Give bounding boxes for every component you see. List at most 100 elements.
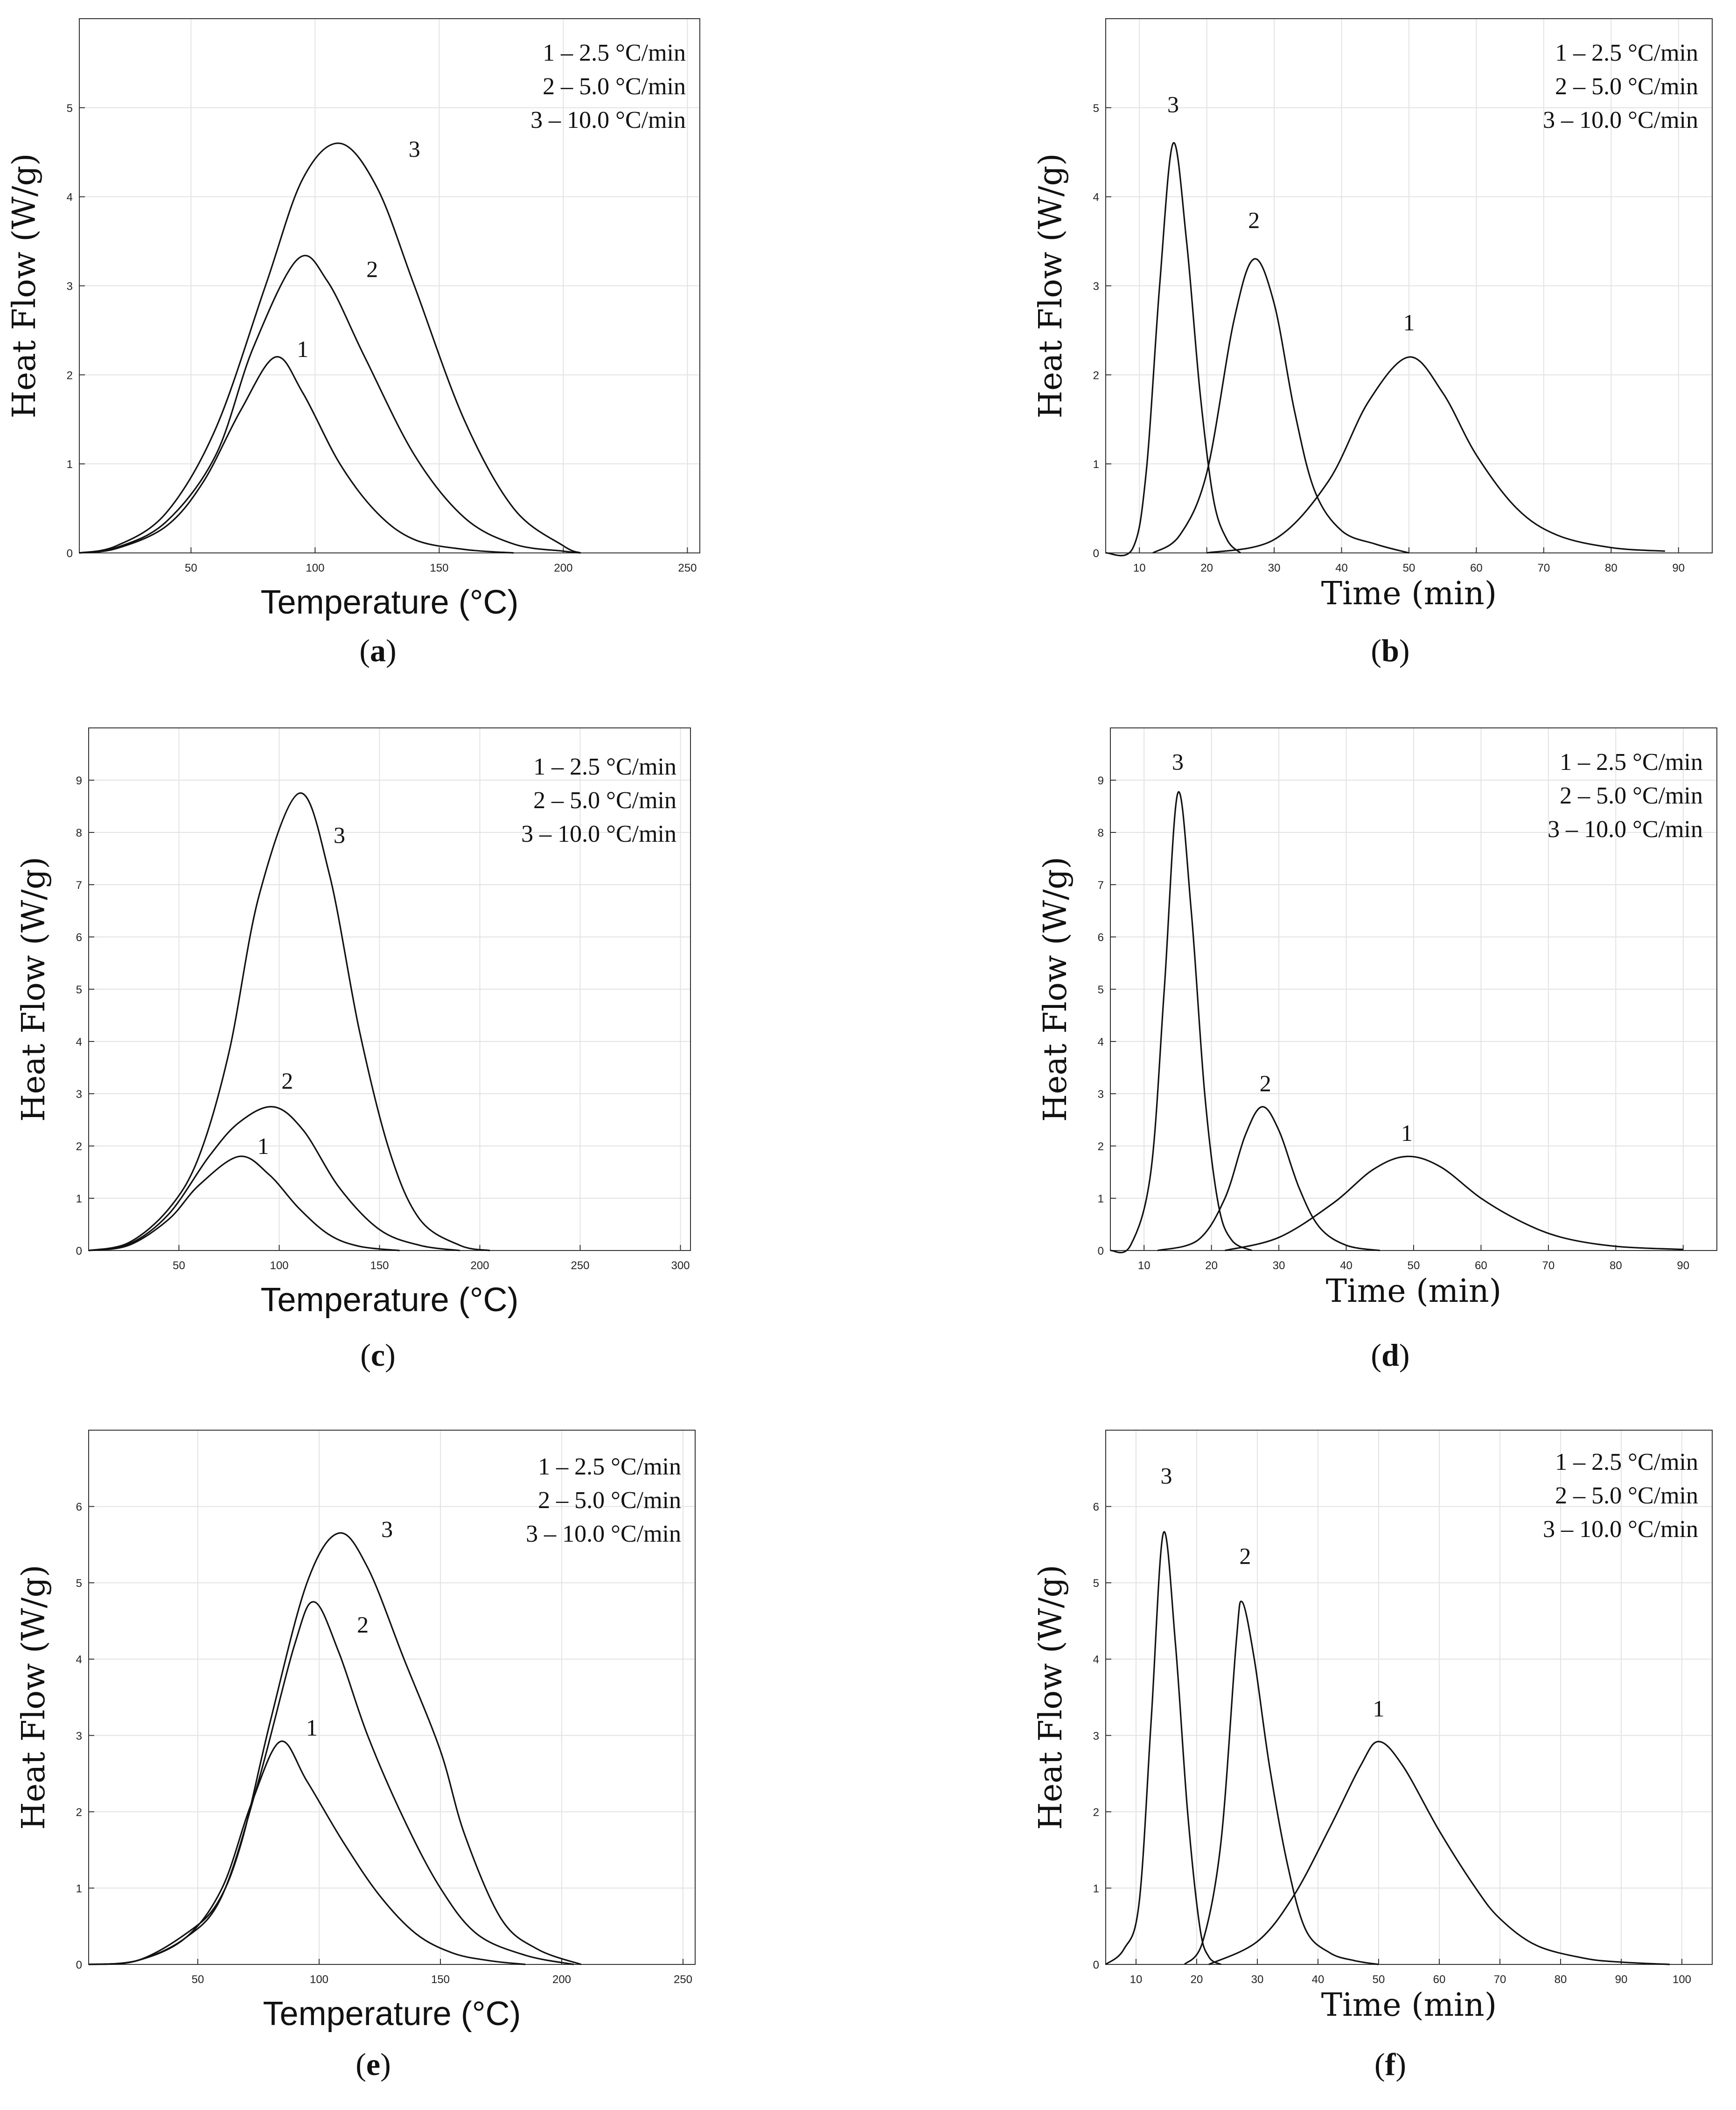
y-tick-label: 6 [76,1501,82,1514]
series-label-1: 1 [1373,1695,1385,1721]
y-axis-label: Heat Flow (W/g) [15,1565,52,1830]
chart-c: 50 100 150 200 250 300 0 1 2 3 4 5 6 7 8 9 Temperature (… [15,727,691,1319]
x-tick-label: 30 [1251,1973,1264,1986]
series-line-2 [88,1601,574,1965]
x-tick-label: 250 [678,562,697,574]
x-tick-label: 50 [173,1259,185,1272]
x-tick-label: 10 [1138,1259,1150,1272]
legend-entry: 1 – 2.5 °C/min [1555,1449,1698,1475]
y-tick-label: 5 [1098,984,1104,996]
legend-entry: 2 – 5.0 °C/min [1560,783,1703,809]
series-line-1 [88,1740,526,1965]
legend-entry: 2 – 5.0 °C/min [1555,1482,1698,1509]
y-tick-label: 5 [1093,102,1099,115]
series-label-1: 1 [297,336,308,362]
y-tick-label: 3 [76,1088,82,1101]
legend-entry: 1 – 2.5 °C/min [1560,749,1703,776]
y-axis-label: Heat Flow (W/g) [1032,153,1069,418]
x-tick-label: 100 [1673,1973,1691,1986]
x-axis-label: Temperature (°C) [263,1995,521,2033]
y-tick-label: 8 [76,827,82,839]
x-tick-label: 70 [1538,562,1550,574]
x-tick-label: 150 [431,1973,450,1986]
series-line-3 [1110,791,1253,1253]
y-tick-label: 7 [76,879,82,892]
x-tick-label: 150 [430,562,448,574]
x-tick-label: 40 [1335,562,1348,574]
panel-d: 10 20 30 40 50 60 70 80 90 0 1 2 3 4 5 6 7 8 9 Time (min) He… [868,700,1736,1400]
legend-f: 1 – 2.5 °C/min 2 – 5.0 °C/min 3 – 10.0 °C/… [1543,1449,1698,1543]
x-tick-label: 250 [571,1259,589,1272]
caption-f: (f) [1374,2047,1406,2082]
legend-e: 1 – 2.5 °C/min 2 – 5.0 °C/min 3 – 10.0 °C/… [526,1453,681,1547]
y-tick-label: 1 [67,458,73,471]
y-tick-label: 5 [67,102,73,115]
series-line-3 [88,1532,582,1965]
series-line-2 [79,255,581,554]
y-tick-label: 4 [76,1654,82,1666]
x-axis-label: Temperature (°C) [261,584,519,621]
y-tick-label: 6 [1098,931,1104,944]
x-tick-label: 200 [552,1973,571,1986]
y-axis-label: Heat Flow (W/g) [1037,857,1074,1122]
y-axis-label: Heat Flow (W/g) [1032,1565,1069,1830]
y-tick-label: 1 [76,1882,82,1895]
axes-box-f [1105,1430,1713,1965]
chart-b: 10 20 30 40 50 60 70 80 90 0 1 2 3 4 5 Time (min) Heat F… [1032,18,1713,612]
y-tick-label: 4 [67,191,73,204]
series-line-2 [1152,258,1409,554]
series-label-3: 3 [334,822,345,848]
x-tick-label: 50 [192,1973,204,1986]
y-tick-label: 0 [1093,1959,1099,1971]
panel-e: 50 100 150 200 250 0 1 2 3 4 5 6 Temperature (°C) Hea… [0,1400,868,2110]
x-tick-label: 300 [671,1259,690,1272]
y-tick-label: 6 [76,931,82,944]
legend-b: 1 – 2.5 °C/min 2 – 5.0 °C/min 3 – 10.0 °C/… [1543,40,1698,133]
x-tick-label: 50 [185,562,197,574]
legend-entry: 3 – 10.0 °C/min [526,1521,681,1547]
legend-entry: 3 – 10.0 °C/min [1548,816,1703,843]
y-tick-label: 4 [76,1036,82,1048]
y-tick-label: 0 [76,1959,82,1971]
series-line-1 [1225,1155,1683,1251]
x-axis-label: Temperature (°C) [261,1281,519,1319]
x-tick-label: 90 [1677,1259,1689,1272]
x-tick-label: 80 [1610,1259,1622,1272]
caption-b: (b) [1371,633,1410,668]
y-tick-label: 3 [1098,1088,1104,1101]
series-line-3 [1105,1531,1221,1965]
y-tick-label: 5 [1093,1577,1099,1590]
legend-a: 1 – 2.5 °C/min 2 – 5.0 °C/min 3 – 10.0 °C/… [530,40,686,133]
y-tick-label: 3 [1093,280,1099,293]
grid-b [1106,19,1712,553]
x-tick-label: 30 [1273,1259,1285,1272]
x-tick-label: 30 [1268,562,1281,574]
y-tick-label: 1 [1098,1193,1104,1205]
series-label-3: 3 [1167,91,1179,117]
panel-a: 50 100 150 200 250 0 1 2 3 4 5 Temperature (°C) Heat… [0,0,868,700]
chart-a: 50 100 150 200 250 0 1 2 3 4 5 Temperature (°C) Heat… [6,18,700,621]
x-tick-label: 200 [470,1259,489,1272]
x-tick-label: 10 [1130,1973,1143,1986]
caption-e: (e) [356,2047,391,2082]
x-tick-label: 20 [1191,1973,1203,1986]
y-axis-label: Heat Flow (W/g) [6,153,43,418]
panel-b: 10 20 30 40 50 60 70 80 90 0 1 2 3 4 5 Time (min) Heat F… [868,0,1736,700]
series-label-3: 3 [409,136,420,162]
legend-entry: 1 – 2.5 °C/min [543,40,686,66]
y-tick-label: 4 [1098,1036,1104,1048]
y-tick-label: 4 [1093,191,1099,204]
y-tick-label: 9 [1098,775,1104,787]
x-tick-label: 20 [1200,562,1213,574]
y-axis-label: Heat Flow (W/g) [15,857,52,1122]
caption-d: (d) [1371,1337,1410,1373]
series-line-1 [79,356,514,554]
series-line-1 [88,1155,400,1251]
y-tick-label: 3 [1093,1730,1099,1742]
y-tick-label: 6 [1093,1501,1099,1514]
legend-entry: 3 – 10.0 °C/min [530,107,686,133]
x-tick-label: 150 [370,1259,389,1272]
y-tick-label: 7 [1098,879,1104,892]
legend-entry: 1 – 2.5 °C/min [1555,40,1698,66]
x-tick-label: 60 [1470,562,1483,574]
